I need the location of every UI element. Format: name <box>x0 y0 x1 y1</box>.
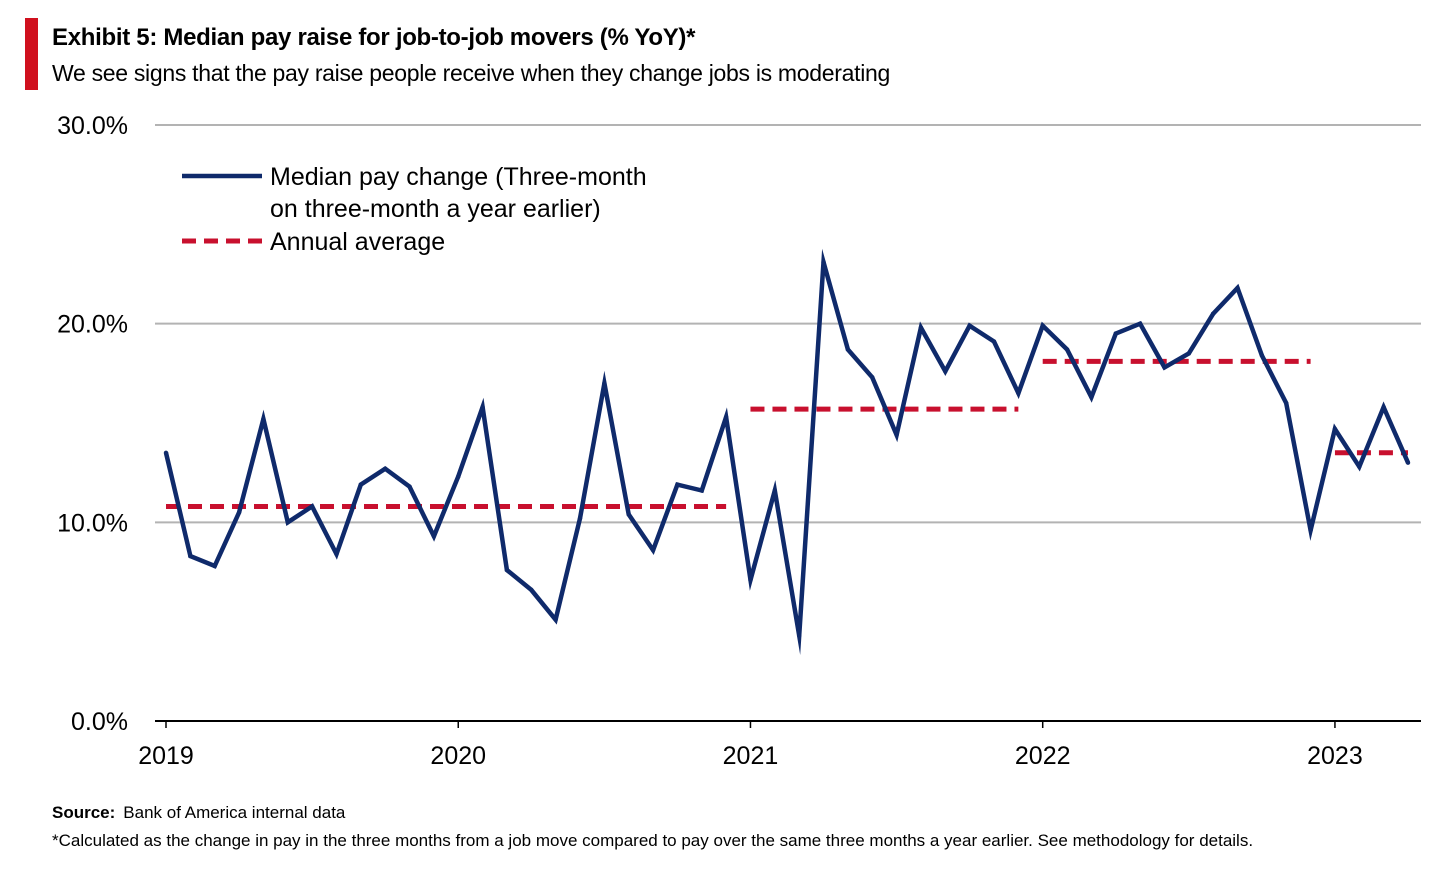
data-point <box>602 381 607 386</box>
median-pay-line <box>163 248 1411 656</box>
y-axis-labels: 0.0% 10.0% 20.0% 30.0% <box>57 112 128 736</box>
x-tick-label: 2022 <box>1015 742 1071 770</box>
data-point <box>675 482 680 487</box>
source-note: Source: Bank of America internal data <box>52 803 345 823</box>
data-point <box>261 416 266 422</box>
data-point <box>772 488 778 493</box>
data-point <box>870 375 875 380</box>
data-point <box>991 339 997 344</box>
data-point <box>236 510 242 515</box>
legend-label-average: Annual average <box>270 228 445 256</box>
data-point <box>1137 321 1143 326</box>
chart-subtitle: We see signs that the pay raise people r… <box>52 60 890 86</box>
data-point <box>1235 285 1240 291</box>
data-point <box>796 633 802 638</box>
data-point <box>553 617 558 622</box>
data-point <box>845 347 851 352</box>
data-point <box>1332 426 1338 432</box>
data-point <box>1381 404 1386 410</box>
data-point <box>1308 528 1313 533</box>
data-point <box>1113 331 1118 336</box>
data-point <box>1064 347 1070 352</box>
x-axis-labels: 2019 2020 2021 2022 2023 <box>138 721 1363 770</box>
data-point <box>1186 351 1192 356</box>
data-point <box>1016 391 1021 396</box>
x-tick-label: 2023 <box>1307 742 1363 770</box>
data-point <box>188 553 193 559</box>
data-point <box>456 474 461 479</box>
data-point <box>431 534 437 539</box>
data-point <box>821 259 826 265</box>
y-tick-label: 0.0% <box>71 708 128 736</box>
data-point <box>577 516 583 521</box>
data-point <box>699 488 704 493</box>
data-point <box>504 567 510 573</box>
data-point <box>943 369 948 374</box>
data-point <box>626 512 631 517</box>
data-point <box>918 325 924 330</box>
data-point <box>650 547 656 553</box>
data-point <box>1284 400 1289 406</box>
legend-label-median: on three-month a year earlier) <box>270 195 601 223</box>
data-point <box>967 323 972 328</box>
x-tick-label: 2021 <box>723 742 779 770</box>
source-label: Source: <box>52 803 116 822</box>
data-point <box>358 482 364 487</box>
data-point <box>1162 365 1167 370</box>
data-point <box>212 563 217 569</box>
x-tick-label: 2019 <box>138 742 194 770</box>
y-tick-label: 30.0% <box>57 112 128 140</box>
data-point <box>1405 460 1411 465</box>
accent-bar <box>25 18 38 90</box>
y-tick-label: 10.0% <box>57 509 128 537</box>
data-point <box>1210 311 1216 316</box>
data-point <box>529 587 534 593</box>
data-point <box>309 504 315 509</box>
gridlines <box>155 124 1421 722</box>
data-point <box>285 520 290 525</box>
median-pay-series <box>163 248 1411 656</box>
methodology-note: *Calculated as the change in pay in the … <box>52 831 1254 850</box>
legend: Median pay change (Three-month on three-m… <box>182 163 647 256</box>
data-point <box>748 577 753 583</box>
data-point <box>1357 464 1362 469</box>
annual-average-series <box>166 358 1408 509</box>
data-point <box>480 404 485 410</box>
y-tick-label: 20.0% <box>57 311 128 339</box>
data-point <box>163 450 169 455</box>
data-point <box>382 466 388 471</box>
data-point <box>1040 323 1045 328</box>
line-chart: 0.0% 10.0% 20.0% 30.0% 2019 2020 2021 2022 2023… <box>57 112 1421 770</box>
data-point <box>723 414 729 420</box>
data-point <box>894 432 899 438</box>
legend-label-median: Median pay change (Three-month <box>270 163 647 191</box>
chart-title: Exhibit 5: Median pay raise for job-to-j… <box>52 24 696 51</box>
source-text: Bank of America internal data <box>123 803 346 822</box>
data-point <box>334 551 339 557</box>
data-point <box>407 484 412 489</box>
x-tick-label: 2020 <box>430 742 486 770</box>
data-point <box>1259 353 1265 358</box>
data-point <box>1089 394 1094 400</box>
